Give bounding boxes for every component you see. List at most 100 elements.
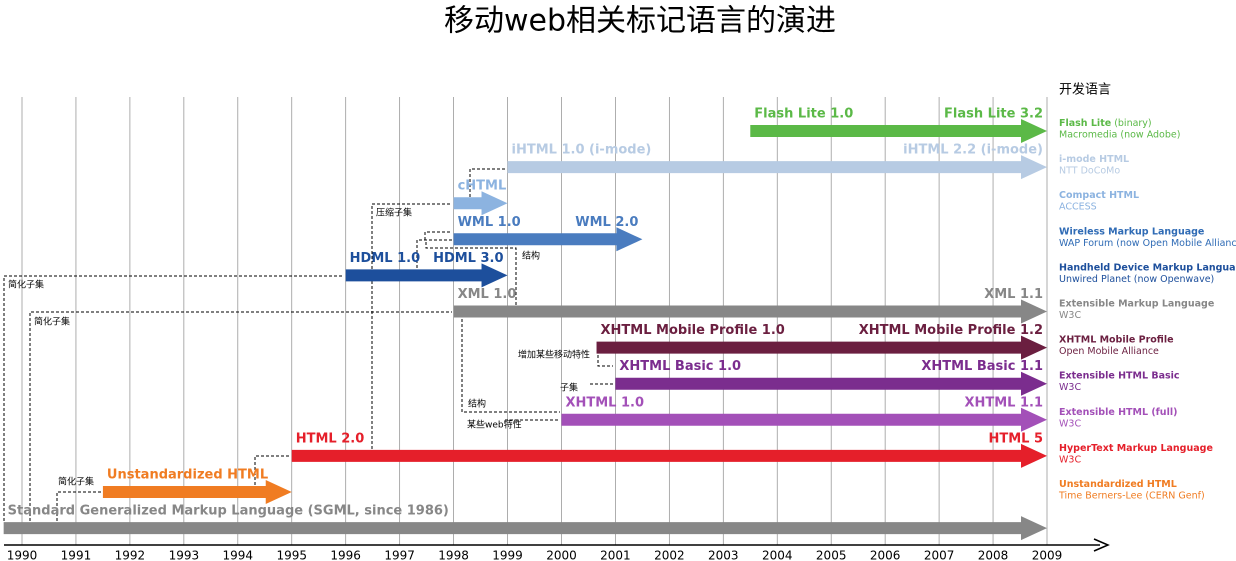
legend-name-text: Wireless Markup Language [1059,226,1204,237]
legend-name-text: Compact HTML [1059,190,1139,201]
year-label: 1993 [169,549,200,561]
legend-title: 开发语言 [1059,82,1111,98]
legend-name-text: Extensible HTML Basic [1059,370,1180,381]
legend-sub: W3C [1059,418,1081,429]
arrow [345,263,508,288]
arrow-label: XHTML Basic 1.0 [619,359,741,374]
year-label: 1996 [330,549,361,561]
arrow [453,191,508,216]
annotation: 压缩子集 [376,207,412,219]
legend-sub: W3C [1059,454,1081,465]
legend-name-text: Flash Lite [1059,118,1111,129]
year-label: 2002 [654,549,685,561]
legend-sub: NTT DoCoMo [1059,166,1120,177]
arrow-label: WML 1.0 [458,215,521,230]
year-label: 2005 [816,549,847,561]
year-label: 1999 [492,549,523,561]
year-label: 2004 [762,549,793,561]
arrow [750,119,1047,143]
legend-name-text: Unstandardized HTML [1059,479,1177,490]
legend-name: HyperText Markup Language [1059,442,1213,453]
arrow-label: HDML 3.0 [433,251,503,266]
legend-name-text: XHTML Mobile Profile [1059,334,1174,345]
year-label: 2007 [924,549,955,561]
arrow [561,407,1047,432]
arrow [507,155,1047,180]
axis-arrow [1093,538,1110,552]
legend-name: Extensible HTML Basic [1059,370,1180,381]
annotation: 简化子集 [58,476,94,488]
arrow-label: XML 1.1 [984,287,1043,302]
title: 移动web相关标记语言的演进 [444,4,836,39]
annotation: 简化子集 [8,279,44,291]
annotation: 子集 [560,382,578,394]
arrow-label: HTML 5 [988,431,1043,446]
arrow-label: XHTML 1.1 [964,395,1043,410]
arrow-label: cHTML [458,179,507,194]
legend-name-text: HyperText Markup Language [1059,442,1213,453]
arrow [291,443,1048,468]
arrow-label: HDML 1.0 [350,251,420,266]
year-label: 1997 [384,549,415,561]
legend-sub: Open Mobile Alliance [1059,346,1159,357]
legend-name: Handheld Device Markup Language [1059,262,1236,273]
legend-name-text: Extensible Markup Language [1059,298,1214,309]
arrow [615,371,1047,396]
legend-sub: ACCESS [1059,202,1097,213]
year-label: 2006 [870,549,901,561]
arrow [453,299,1047,324]
arrow-label: HTML 2.0 [296,431,365,446]
legend-name: Unstandardized HTML [1059,479,1177,490]
legend-name: XHTML Mobile Profile [1059,334,1174,345]
year-label: 1992 [115,549,146,561]
arrow-label: iHTML 1.0 (i-mode) [512,143,652,158]
annotation: 增加某些移动特性 [518,349,590,361]
arrow-label: Flash Lite 3.2 [944,107,1043,122]
arrow [3,516,1048,541]
annotation: 结构 [522,250,540,262]
arrow-label: XHTML Mobile Profile 1.0 [601,323,785,338]
year-label: 2000 [546,549,577,561]
arrow-label: XHTML 1.0 [565,395,644,410]
legend-sub: Time Berners-Lee (CERN Genf) [1058,491,1205,502]
legend-sub: Macromedia (now Adobe) [1059,130,1180,141]
legend-name-text: i-mode HTML [1059,154,1129,165]
arrow [453,227,643,252]
arrow-label: XHTML Mobile Profile 1.2 [859,323,1043,338]
arrow-label: Unstandardized HTML [107,468,268,483]
arrow-label: Standard Generalized Markup Language (SG… [8,504,449,519]
legend-sub: WAP Forum (now Open Mobile Alliance) [1059,238,1236,249]
legend-name: Extensible HTML (full) [1059,406,1177,417]
year-label: 1990 [7,549,38,561]
year-label: 1994 [223,549,254,561]
connectors [3,168,613,521]
year-label: 1998 [438,549,469,561]
annotation: 简化子集 [34,316,70,328]
legend-sub: Unwired Planet (now Openwave) [1059,274,1214,285]
arrow [596,335,1047,360]
year-label: 2003 [708,549,739,561]
arrow [102,480,292,504]
legend-note: (binary) [1114,118,1151,129]
legend-name: Compact HTML [1059,190,1139,201]
legend-name-text: Extensible HTML (full) [1059,406,1177,417]
legend-sub: W3C [1059,310,1081,321]
year-label: 1991 [61,549,92,561]
legend-sub: W3C [1059,382,1081,393]
legend-name-text: Handheld Device Markup Language [1059,262,1236,273]
year-label: 2008 [978,549,1009,561]
year-label: 1995 [276,549,307,561]
annotation: 某些web特性 [467,419,522,431]
arrow-label: XHTML Basic 1.1 [921,359,1043,374]
legend-name: Wireless Markup Language [1059,226,1204,237]
arrow-label: XML 1.0 [458,287,517,302]
arrow-label: iHTML 2.2 (i-mode) [903,143,1043,158]
arrow-label: Flash Lite 1.0 [754,107,853,122]
year-label: 2009 [1032,549,1063,561]
legend-name: i-mode HTML [1059,154,1129,165]
annotation: 结构 [468,398,486,410]
year-label: 2001 [600,549,631,561]
arrow-label: WML 2.0 [575,215,638,230]
legend-name: Extensible Markup Language [1059,298,1214,309]
